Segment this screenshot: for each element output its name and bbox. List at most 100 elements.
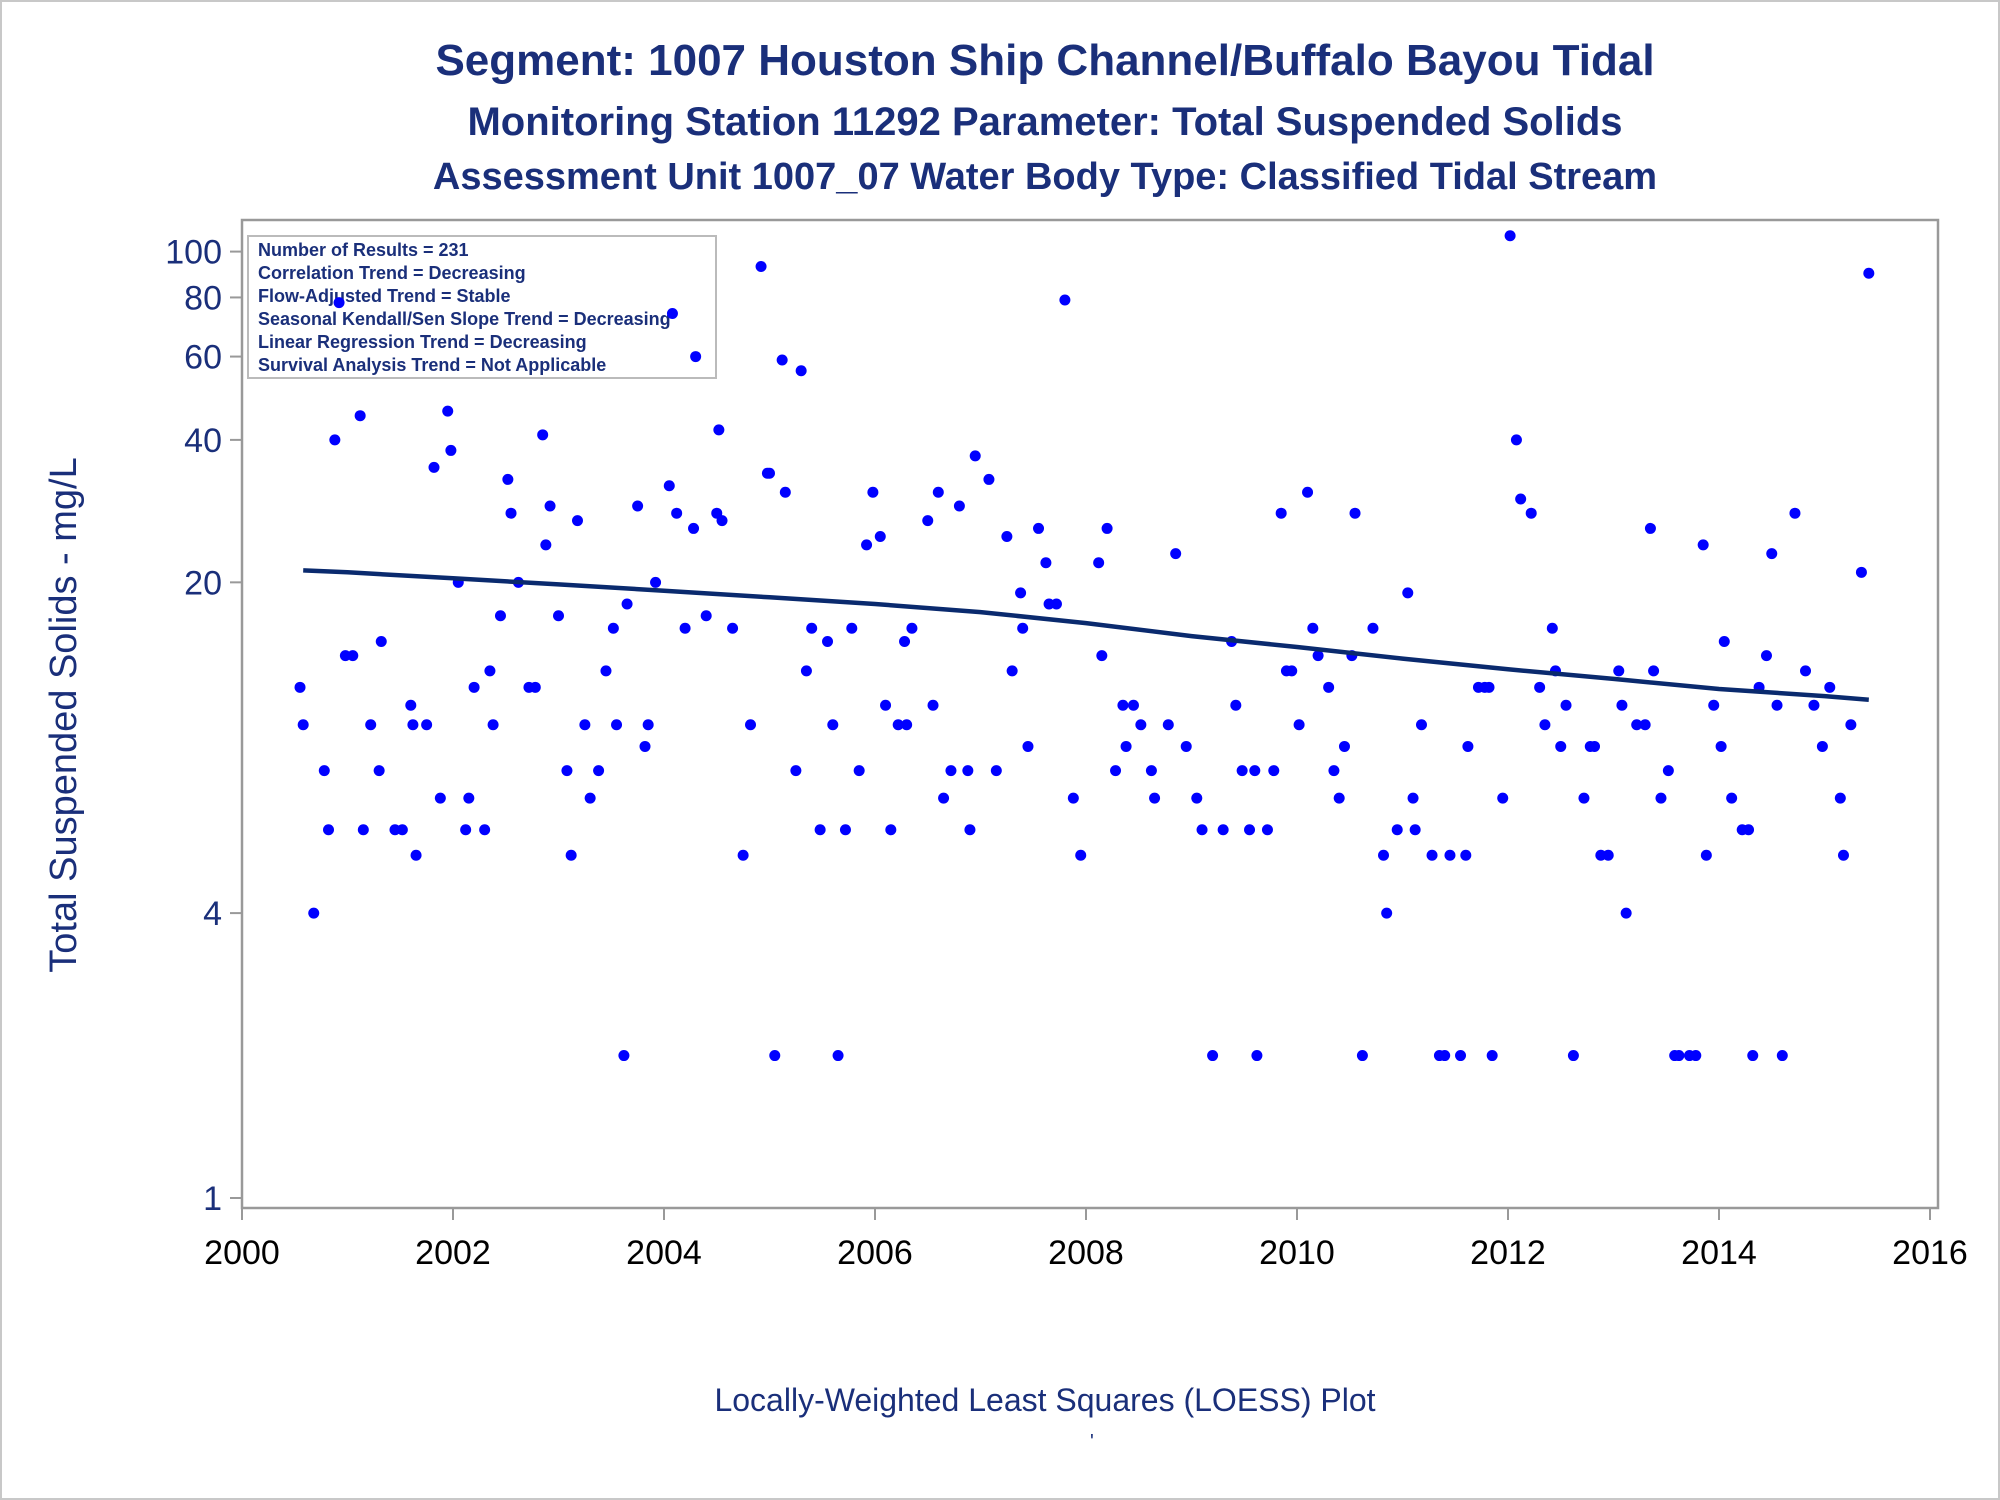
data-point xyxy=(632,500,644,512)
chart-title: Segment: 1007 Houston Ship Channel/Buffa… xyxy=(435,36,1655,85)
stats-line: Number of Results = 231 xyxy=(258,240,469,260)
data-point xyxy=(407,719,419,731)
data-point xyxy=(621,598,633,610)
data-point xyxy=(1631,719,1643,731)
data-point xyxy=(899,635,911,647)
stats-line: Linear Regression Trend = Decreasing xyxy=(258,332,587,352)
data-point xyxy=(1460,849,1472,861)
data-point xyxy=(764,467,775,479)
data-point xyxy=(1648,665,1660,677)
data-point xyxy=(1855,566,1867,578)
data-point xyxy=(827,719,839,731)
data-point xyxy=(1771,699,1783,711)
y-tick-label: 20 xyxy=(184,564,222,602)
data-point xyxy=(1251,1050,1263,1062)
data-point xyxy=(1715,740,1727,752)
data-point xyxy=(1162,719,1174,731)
data-point xyxy=(1093,557,1105,569)
data-point xyxy=(1244,824,1256,836)
data-point xyxy=(727,622,739,634)
data-point xyxy=(1578,792,1590,804)
trend-line xyxy=(303,568,1869,702)
data-point xyxy=(790,765,802,777)
data-point xyxy=(1800,665,1812,677)
data-point xyxy=(779,486,791,498)
data-point xyxy=(690,351,702,363)
data-point xyxy=(922,515,934,527)
data-point xyxy=(405,699,417,711)
data-point xyxy=(354,410,366,422)
x-tick-label: 2004 xyxy=(626,1234,702,1272)
data-point xyxy=(806,622,818,634)
data-point xyxy=(1293,719,1305,731)
data-point xyxy=(1525,507,1537,519)
data-point xyxy=(679,622,691,634)
data-point xyxy=(1378,849,1390,861)
data-point xyxy=(329,434,341,446)
data-point xyxy=(468,681,480,693)
data-point xyxy=(1117,699,1129,711)
data-point xyxy=(1613,665,1625,677)
data-point xyxy=(700,610,712,622)
data-point xyxy=(565,849,577,861)
stats-line: Survival Analysis Trend = Not Applicable xyxy=(258,355,606,375)
data-point xyxy=(611,719,623,731)
data-point xyxy=(1135,719,1147,731)
data-point xyxy=(1236,765,1248,777)
stats-line: Flow-Adjusted Trend = Stable xyxy=(258,286,511,306)
data-point xyxy=(892,719,904,731)
data-point xyxy=(1356,1050,1368,1062)
data-point xyxy=(666,307,678,319)
data-point xyxy=(1845,719,1857,731)
data-point xyxy=(1040,557,1052,569)
data-point xyxy=(421,719,433,731)
data-point xyxy=(1808,699,1820,711)
data-point xyxy=(1409,824,1421,836)
data-point xyxy=(1407,792,1419,804)
data-point xyxy=(1381,907,1393,919)
data-point xyxy=(737,849,749,861)
data-point xyxy=(839,824,851,836)
data-point xyxy=(1275,507,1287,519)
data-point xyxy=(294,681,306,693)
data-point xyxy=(1700,849,1712,861)
data-point xyxy=(396,824,408,836)
data-point xyxy=(1834,792,1846,804)
data-point xyxy=(1697,539,1709,551)
data-point xyxy=(1196,824,1208,836)
data-point xyxy=(1059,294,1071,306)
data-point xyxy=(1110,765,1122,777)
data-point xyxy=(318,765,330,777)
data-point xyxy=(663,480,675,492)
data-point xyxy=(932,486,944,498)
data-point xyxy=(428,461,440,473)
data-point xyxy=(822,635,834,647)
data-point xyxy=(716,515,728,527)
data-point xyxy=(600,665,612,677)
data-point xyxy=(769,1050,781,1062)
data-point xyxy=(1662,765,1674,777)
data-point xyxy=(945,765,957,777)
y-tick-label: 4 xyxy=(203,895,222,933)
y-tick-label: 40 xyxy=(184,422,222,460)
data-point xyxy=(867,486,879,498)
stats-line: Seasonal Kendall/Sen Slope Trend = Decre… xyxy=(258,309,671,329)
data-point xyxy=(990,765,1002,777)
data-point xyxy=(502,473,514,485)
data-point xyxy=(1286,665,1298,677)
chart-subtitle: Monitoring Station 11292 Parameter: Tota… xyxy=(467,100,1623,144)
data-point xyxy=(671,507,683,519)
data-point xyxy=(607,622,619,634)
data-point xyxy=(1743,824,1755,836)
data-points xyxy=(294,230,1875,1062)
data-point xyxy=(571,515,583,527)
data-point xyxy=(1217,824,1229,836)
data-point xyxy=(1539,719,1551,731)
data-point xyxy=(1560,699,1572,711)
data-point xyxy=(1426,849,1438,861)
data-point xyxy=(505,507,517,519)
data-point xyxy=(1504,230,1516,242)
y-tick-label: 1 xyxy=(203,1180,222,1218)
data-point xyxy=(1534,681,1546,693)
data-point xyxy=(1268,765,1280,777)
